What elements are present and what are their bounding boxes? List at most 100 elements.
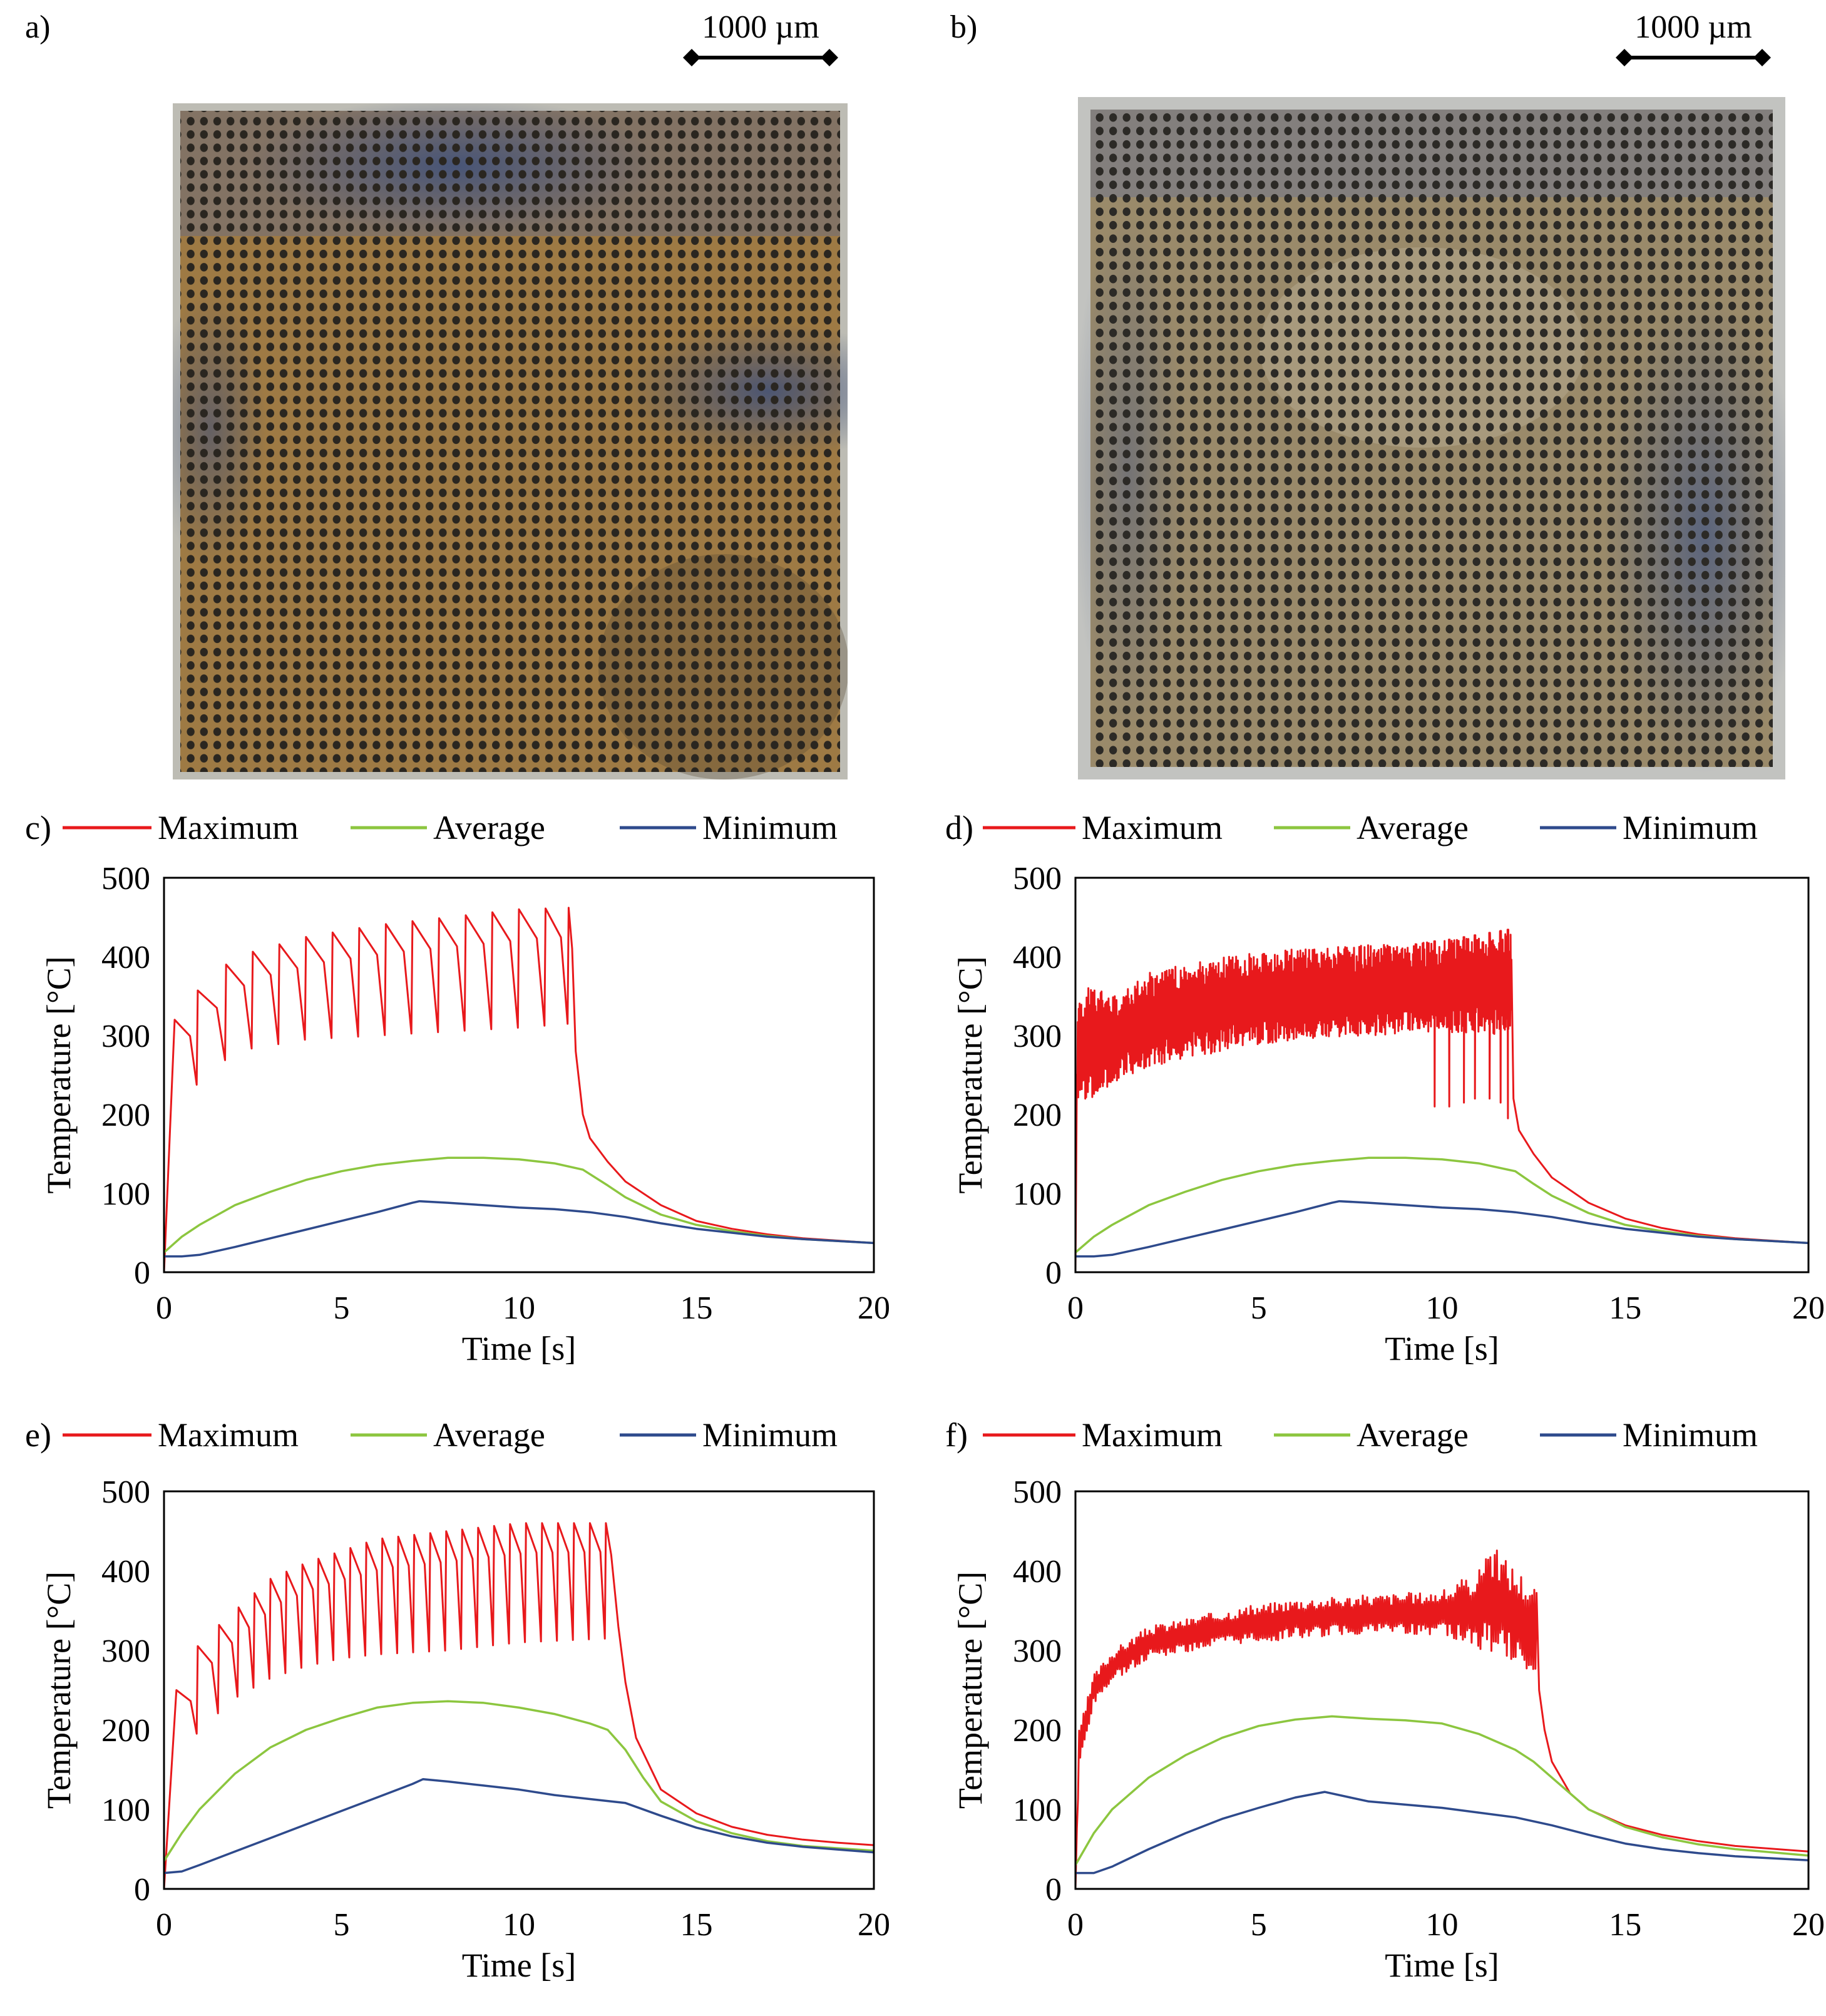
x-axis-title: Time [s]	[1385, 1947, 1499, 1984]
x-axis-title: Time [s]	[1385, 1330, 1499, 1367]
scale-bar-a: 1000 µm	[679, 11, 842, 68]
y-axis-title: Temperature [°C]	[40, 1571, 78, 1809]
series-average	[163, 1700, 875, 1862]
chart-f-svg: f) Maximum Average Minimum 0 100 200 300 400 500 0…	[945, 1416, 1825, 1984]
legend-label-average: Average	[433, 809, 545, 846]
y-tick-label: 0	[1045, 1872, 1062, 1908]
x-tick-label: 20	[858, 1907, 890, 1943]
y-axis-title: Temperature [°C]	[951, 956, 989, 1193]
legend-label-maximum: Maximum	[158, 809, 299, 846]
series-average	[1074, 1156, 1809, 1253]
y-tick-label: 400	[1013, 940, 1062, 975]
panel-label: c)	[25, 809, 51, 846]
legend-label-minimum: Minimum	[1623, 809, 1758, 846]
x-tick-label: 20	[1792, 1290, 1825, 1326]
series-average	[163, 1156, 875, 1253]
x-tick-label: 10	[1426, 1290, 1459, 1326]
y-tick-label: 300	[101, 1633, 150, 1669]
x-tick-label: 20	[858, 1290, 890, 1326]
x-tick-label: 0	[1067, 1290, 1084, 1326]
chart-d: d) Maximum Average Minimum 0 100 200 300 400 500 0…	[920, 795, 1826, 1396]
panel-label-b: b)	[950, 9, 978, 45]
y-tick-label: 0	[134, 1872, 150, 1908]
legend-label-maximum: Maximum	[158, 1416, 299, 1454]
x-axis-title: Time [s]	[462, 1947, 577, 1984]
series-minimum	[1075, 1791, 1809, 1875]
y-tick-label: 500	[101, 861, 150, 897]
scale-bar-line-b	[1616, 49, 1771, 66]
scale-bar-line-a	[683, 49, 838, 66]
series-maximum	[1074, 928, 1809, 1273]
y-tick-label: 100	[1013, 1176, 1062, 1212]
y-tick-label: 200	[1013, 1713, 1062, 1749]
y-tick-label: 0	[1045, 1255, 1062, 1291]
legend-label-minimum: Minimum	[702, 809, 838, 846]
y-tick-label: 400	[101, 940, 150, 975]
chart-f: f) Maximum Average Minimum 0 100 200 300 400 500 0…	[920, 1402, 1826, 2013]
chart-c: c) Maximum Average Minimum 0 100 200 300 400 500 0…	[0, 795, 895, 1396]
panel-label-a: a)	[25, 9, 51, 45]
chart-c-svg: c) Maximum Average Minimum 0 100 200 300 400 500 0…	[25, 809, 890, 1367]
x-tick-label: 10	[503, 1290, 535, 1326]
x-tick-label: 0	[1067, 1907, 1084, 1943]
chart-e: e) Maximum Average Minimum 0 100 200 300 400 500 0…	[0, 1402, 895, 2013]
legend-label-maximum: Maximum	[1082, 809, 1223, 846]
x-tick-label: 15	[1609, 1290, 1641, 1326]
x-tick-label: 15	[680, 1907, 713, 1943]
scale-bar-label-b: 1000 µm	[1634, 9, 1752, 45]
legend-label-maximum: Maximum	[1082, 1416, 1223, 1454]
chart-d-svg: d) Maximum Average Minimum 0 100 200 300 400 500 0…	[945, 809, 1825, 1367]
legend-label-minimum: Minimum	[702, 1416, 838, 1454]
y-axis-title: Temperature [°C]	[951, 1571, 989, 1809]
x-tick-label: 0	[156, 1290, 172, 1326]
series-average	[1074, 1715, 1809, 1866]
series-minimum	[163, 1777, 875, 1875]
x-tick-label: 15	[1609, 1907, 1641, 1943]
legend-label-minimum: Minimum	[1623, 1416, 1758, 1454]
x-tick-label: 10	[503, 1907, 535, 1943]
x-tick-label: 5	[1251, 1907, 1267, 1943]
series-maximum	[1074, 1550, 1809, 1890]
micrograph-b	[1078, 97, 1785, 779]
x-tick-label: 10	[1426, 1907, 1459, 1943]
chart-e-svg: e) Maximum Average Minimum 0 100 200 300 400 500 0…	[25, 1416, 890, 1984]
legend-label-average: Average	[433, 1416, 545, 1454]
legend-label-average: Average	[1357, 809, 1469, 846]
series-maximum	[163, 1522, 875, 1890]
micrograph-a	[173, 103, 848, 779]
plot-area	[163, 877, 875, 1273]
legend-label-average: Average	[1357, 1416, 1469, 1454]
y-tick-label: 200	[101, 1713, 150, 1749]
y-axis-title: Temperature [°C]	[40, 956, 78, 1193]
x-tick-label: 5	[1251, 1290, 1267, 1326]
y-tick-label: 100	[1013, 1792, 1062, 1828]
y-tick-label: 100	[101, 1176, 150, 1212]
plot-area	[1074, 877, 1810, 1273]
y-tick-label: 300	[1013, 1019, 1062, 1054]
series-minimum	[164, 1200, 875, 1258]
y-tick-label: 400	[1013, 1554, 1062, 1590]
plot-area	[1074, 1490, 1810, 1890]
x-tick-label: 5	[334, 1290, 350, 1326]
legend: e) Maximum Average Minimum	[25, 1416, 838, 1454]
y-tick-label: 100	[101, 1792, 150, 1828]
scale-bar-label-a: 1000 µm	[702, 9, 819, 45]
series-minimum	[1075, 1200, 1809, 1258]
y-tick-label: 400	[101, 1554, 150, 1590]
plot-area	[163, 1490, 875, 1890]
legend: c) Maximum Average Minimum	[25, 809, 838, 846]
series-maximum	[163, 907, 875, 1273]
scale-bar-b: 1000 µm	[1612, 11, 1775, 68]
panel-label: d)	[945, 809, 973, 846]
panel-label: e)	[25, 1416, 51, 1454]
y-tick-label: 300	[1013, 1633, 1062, 1669]
x-tick-label: 15	[680, 1290, 713, 1326]
y-tick-label: 500	[101, 1474, 150, 1510]
y-tick-label: 500	[1013, 861, 1062, 897]
x-axis-title: Time [s]	[462, 1330, 577, 1367]
y-tick-label: 200	[1013, 1098, 1062, 1133]
x-tick-label: 0	[156, 1907, 172, 1943]
y-tick-label: 0	[134, 1255, 150, 1291]
x-tick-label: 5	[334, 1907, 350, 1943]
x-tick-label: 20	[1792, 1907, 1825, 1943]
